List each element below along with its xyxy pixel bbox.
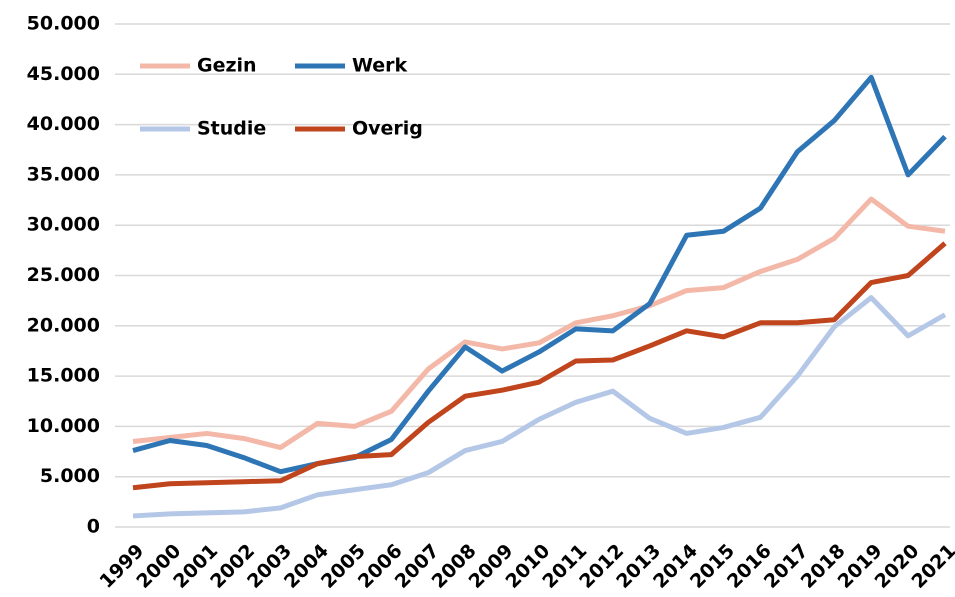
y-tick-label: 30.000 (27, 214, 100, 236)
y-tick-label: 50.000 (27, 13, 100, 35)
y-tick-label: 45.000 (27, 63, 100, 85)
y-tick-label: 25.000 (27, 264, 100, 286)
y-tick-label: 35.000 (27, 163, 100, 185)
y-tick-label: 15.000 (27, 365, 100, 387)
y-tick-label: 10.000 (27, 415, 100, 437)
series-line (132, 74, 947, 475)
legend-label: Gezin (197, 55, 257, 77)
y-tick-label: 5.000 (40, 465, 100, 487)
series-line (132, 196, 946, 451)
legend-label: Overig (352, 118, 423, 140)
series-line (132, 295, 947, 519)
legend-label: Studie (197, 118, 266, 140)
legend-item: Overig (295, 118, 423, 140)
y-tick-label: 40.000 (27, 113, 100, 135)
y-tick-label: 0 (87, 516, 100, 538)
legend-label: Werk (352, 55, 408, 77)
y-tick-label: 20.000 (27, 314, 100, 336)
legend-item: Werk (295, 55, 408, 77)
legend-item: Gezin (140, 55, 257, 77)
legend-item: Studie (140, 118, 266, 140)
series-line (132, 241, 947, 491)
